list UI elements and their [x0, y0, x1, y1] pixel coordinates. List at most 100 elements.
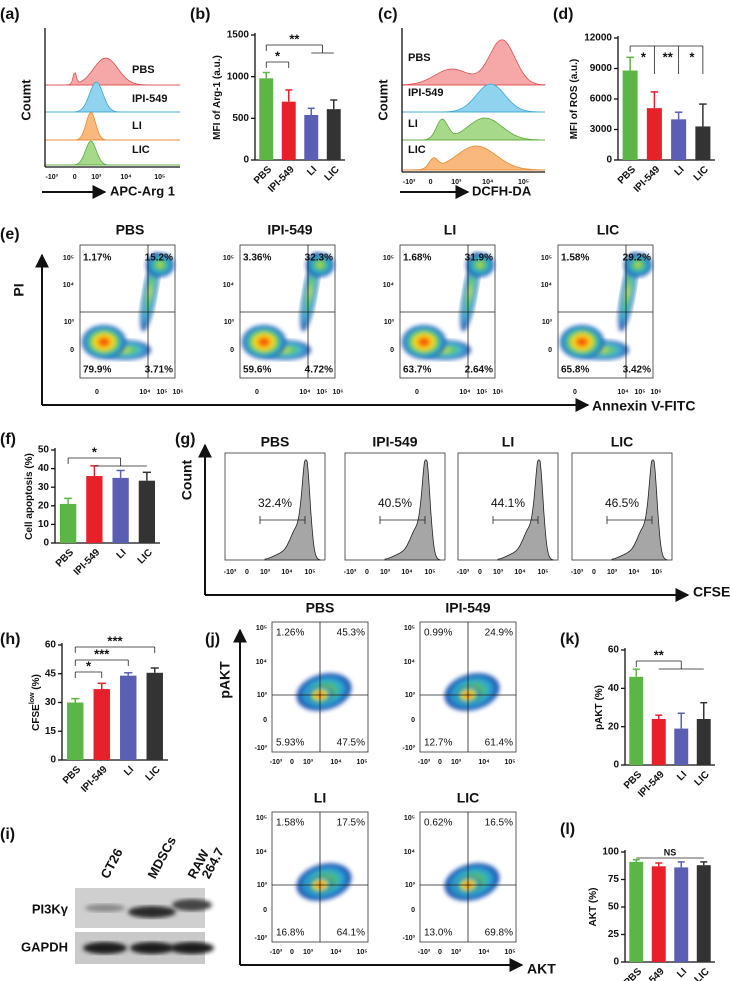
- panel-letter: (e): [0, 226, 20, 243]
- density-blob: [402, 325, 446, 359]
- panel-letter: (k): [560, 631, 580, 648]
- quadrant-label: 3.42%: [623, 365, 651, 376]
- y-tick-label: 100: [602, 847, 619, 858]
- y-tick-label: 60: [45, 640, 57, 651]
- quadrant-label: 4.72%: [305, 365, 333, 376]
- quadrant-label: 3.36%: [243, 253, 271, 264]
- bar: [646, 108, 662, 160]
- panel-letter: (j): [205, 631, 220, 648]
- plot-title: PBS: [261, 434, 290, 450]
- histogram-curve: [384, 459, 441, 561]
- y-axis-label: MFI of ROS (a.u.): [569, 59, 580, 140]
- y-tick-label: 0: [243, 155, 249, 166]
- error-bar: [655, 714, 663, 719]
- y-tick-label: 10⁵: [404, 625, 415, 632]
- x-tick-label: 10⁵: [504, 949, 515, 956]
- y-tick-label: 1000: [227, 71, 250, 82]
- plot-frame: [399, 244, 496, 379]
- y-axis-label-main: CFSE: [31, 704, 42, 731]
- x-tick-label: 0: [429, 179, 433, 186]
- gate-label: 40.5%: [378, 496, 412, 510]
- plot-frame: [239, 244, 336, 379]
- x-tick-label: -10³: [270, 949, 283, 956]
- quadrant-label: 24.9%: [485, 628, 513, 639]
- x-tick-label: 10⁵: [156, 389, 167, 396]
- quadrant-label: 0.99%: [424, 628, 452, 639]
- y-axis-label-main: AKT (%): [588, 888, 599, 927]
- plot-title: LIC: [457, 790, 480, 806]
- row-label: GAPDH: [21, 939, 68, 954]
- error-bar: [650, 91, 659, 109]
- y-tick-label: 10⁴: [63, 282, 75, 289]
- quadrant-label: 16.5%: [485, 818, 513, 829]
- x-tick-label: 10³: [493, 569, 504, 576]
- histogram-curve: [611, 459, 668, 561]
- quadrant-label: 1.26%: [276, 628, 304, 639]
- y-tick-label: 0: [411, 717, 415, 724]
- error-bar: [71, 697, 80, 703]
- x-tick-label: 10⁴: [330, 949, 342, 956]
- x-tick-label: 10⁴: [617, 389, 629, 396]
- quadrant-label: 1.58%: [276, 818, 304, 829]
- quadrant-label: 2.64%: [465, 365, 493, 376]
- blot-band: [172, 899, 212, 911]
- plot-title: LI: [502, 434, 514, 450]
- x-tick-label: 10⁴: [330, 759, 342, 766]
- x-tick-label: 0: [438, 759, 442, 766]
- x-tick-label: 10⁶: [492, 389, 503, 396]
- x-tick-label: LIC: [136, 547, 155, 566]
- y-tick-label: 0: [263, 717, 267, 724]
- y-tick-label: 0: [50, 755, 56, 766]
- y-tick-label: 1500: [227, 30, 250, 41]
- density-blob: [466, 253, 494, 277]
- bar: [304, 115, 319, 160]
- bar: [146, 672, 163, 760]
- error-bar: [330, 99, 338, 110]
- error-bar: [655, 862, 663, 867]
- histogram-label: LI: [408, 118, 418, 130]
- y-axis-label-tail: (%): [31, 674, 42, 692]
- y-tick-label: 10⁵: [404, 815, 415, 822]
- quadrant-label: 31.9%: [465, 253, 493, 264]
- x-tick-label: 0: [255, 389, 259, 396]
- x-tick-label: 10³: [260, 569, 271, 576]
- x-tick-label: 10⁵: [537, 569, 548, 576]
- y-tick-label: 45: [45, 668, 57, 679]
- x-tick-label: 10³: [451, 179, 462, 186]
- histogram-curve: [45, 140, 180, 166]
- error-bar: [674, 111, 683, 120]
- x-tick-label: 10⁴: [478, 949, 490, 956]
- panel-letter: (l): [560, 821, 575, 838]
- quadrant-label: 79.9%: [83, 365, 111, 376]
- density-blob: [624, 253, 652, 277]
- bar: [120, 675, 137, 760]
- y-tick-label: -10³: [255, 745, 268, 752]
- bar: [651, 866, 666, 962]
- plot-title: LIC: [597, 222, 620, 238]
- quadrant-label: 1.58%: [561, 253, 589, 264]
- x-tick-label: 0: [95, 389, 99, 396]
- y-tick-label: 50: [608, 902, 620, 913]
- x-tick-label: 10⁴: [628, 569, 640, 576]
- quadrant-label: 15.2%: [145, 253, 173, 264]
- y-axis-label-main: MFI of ROS (a.u.): [569, 59, 580, 140]
- x-tick-label: 10⁵: [504, 759, 515, 766]
- error-bar: [307, 107, 315, 115]
- x-tick-label: LIC: [692, 164, 711, 183]
- quadrant-label: 3.71%: [145, 365, 173, 376]
- x-tick-label: -10³: [418, 759, 431, 766]
- x-tick-label: 10³: [303, 759, 314, 766]
- significance-label: ***: [94, 646, 110, 661]
- gate-label: 46.5%: [605, 496, 639, 510]
- quadrant-label: 5.93%: [276, 738, 304, 749]
- quadrant-label: 59.6%: [243, 365, 271, 376]
- density-blob: [560, 325, 604, 359]
- x-axis-label: AKT: [527, 961, 556, 977]
- error-bar: [150, 667, 159, 673]
- x-tick-label: PBS: [622, 966, 645, 981]
- x-tick-label: -10³: [457, 569, 470, 576]
- x-tick-label: 0: [290, 949, 294, 956]
- y-tick-label: 10⁵: [256, 625, 267, 632]
- lane-label: CT26: [97, 846, 125, 881]
- x-tick-label: 0: [290, 759, 294, 766]
